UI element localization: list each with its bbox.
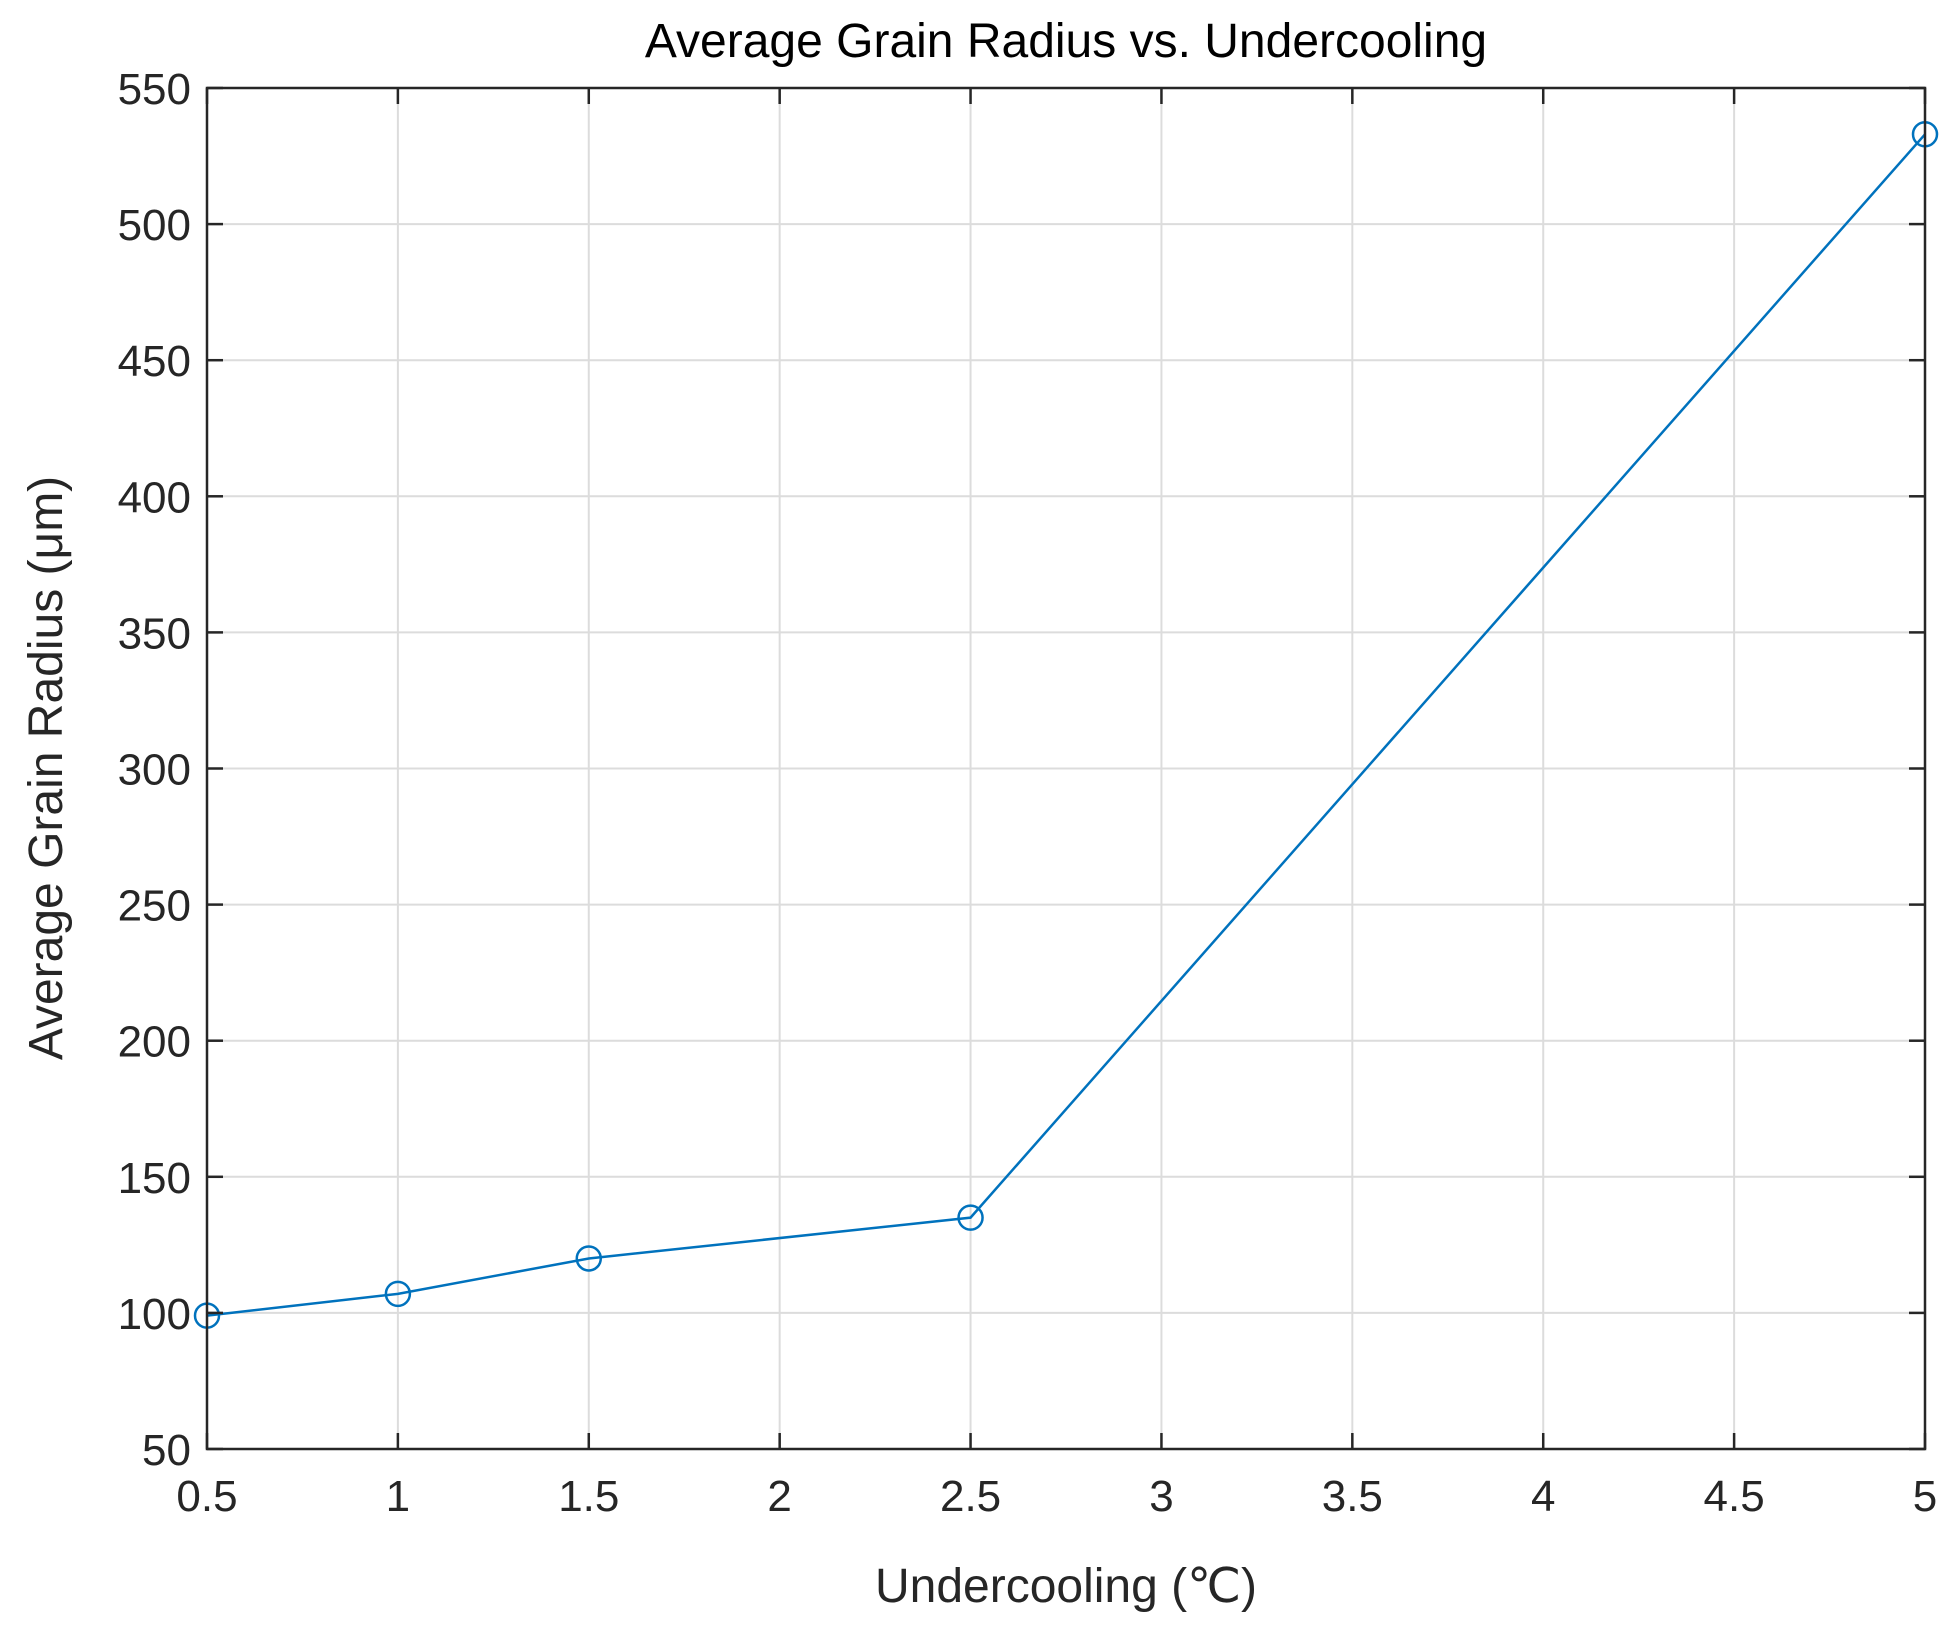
- y-tick-label: 250: [118, 882, 191, 931]
- x-tick-label: 5: [1913, 1472, 1937, 1521]
- y-tick-label: 450: [118, 337, 191, 386]
- tick-marks: [205, 86, 1927, 1451]
- y-tick-label: 150: [118, 1154, 191, 1203]
- y-tick-label: 350: [118, 609, 191, 658]
- y-tick-label: 300: [118, 746, 191, 795]
- chart-title: Average Grain Radius vs. Undercooling: [645, 15, 1487, 68]
- x-tick-label: 1: [386, 1472, 410, 1521]
- y-axis-title: Average Grain Radius (μm): [20, 476, 73, 1060]
- x-tick-label: 3.5: [1322, 1472, 1383, 1521]
- y-tick-labels: 50 100 150 200 250 300 350 400 450 500 550: [118, 65, 191, 1475]
- x-tick-label: 2: [767, 1472, 791, 1521]
- data-point-marker: [957, 1204, 984, 1231]
- x-tick-label: 4: [1531, 1472, 1555, 1521]
- data-point-marker: [384, 1280, 412, 1308]
- series-line: [206, 133, 1926, 1317]
- y-tick-label: 200: [118, 1018, 191, 1067]
- x-axis-title: Undercooling (℃): [875, 1560, 1257, 1613]
- x-tick-label: 3: [1149, 1472, 1173, 1521]
- y-tick-label: 100: [118, 1290, 191, 1339]
- x-tick-label: 1.5: [558, 1472, 619, 1521]
- x-tick-label: 4.5: [1704, 1472, 1765, 1521]
- y-tick-label: 50: [142, 1426, 191, 1475]
- x-tick-label: 0.5: [176, 1472, 237, 1521]
- x-tick-label: 2.5: [940, 1472, 1001, 1521]
- y-tick-label: 550: [118, 65, 191, 114]
- x-tick-labels: 0.5 1 1.5 2 2.5 3 3.5 4 4.5 5: [176, 1472, 1937, 1521]
- grid: [207, 88, 1925, 1449]
- y-tick-label: 500: [118, 201, 191, 250]
- data-point-marker: [575, 1245, 603, 1272]
- y-tick-label: 400: [118, 473, 191, 522]
